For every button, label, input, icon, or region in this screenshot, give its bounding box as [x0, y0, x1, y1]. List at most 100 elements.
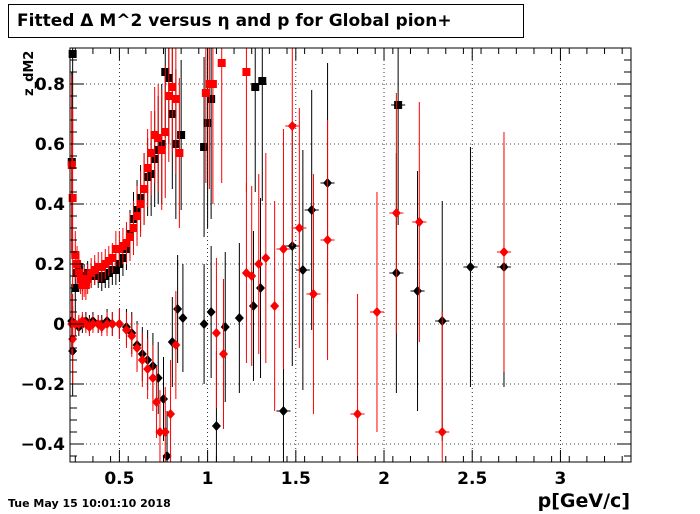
chart-title: Fitted Δ M^2 versus η and p for Global p…	[8, 4, 524, 38]
data-point-square	[122, 239, 131, 247]
x-tick-label: 1.5	[281, 469, 311, 489]
data-point-square	[133, 212, 142, 220]
data-point-square	[71, 251, 80, 259]
data-point-square	[177, 131, 186, 139]
data-point-square	[258, 77, 267, 85]
data-point-diamond	[171, 340, 181, 350]
data-point-square	[81, 281, 90, 289]
x-tick-label: 1	[202, 469, 214, 489]
x-tick-labels: 0.5 1 1.5 2 2.5 3	[104, 469, 566, 489]
data-point-diamond	[437, 427, 447, 437]
data-point-diamond	[137, 355, 147, 365]
data-point-square	[203, 119, 212, 127]
data-point-diamond	[294, 223, 304, 233]
data-point-diamond	[132, 343, 142, 353]
data-point-square	[83, 275, 92, 283]
data-point-diamond	[160, 427, 170, 437]
data-point-square	[129, 224, 138, 232]
data-point-square	[136, 200, 145, 208]
data-point-square	[208, 80, 217, 88]
grid-lines	[70, 48, 631, 462]
data-point-square	[111, 266, 120, 274]
series-diamond-red	[67, 48, 512, 462]
data-point-diamond	[88, 319, 98, 329]
footer-date: Tue May 15 10:01:10 2018	[8, 497, 171, 510]
y-tick-label: 0.6	[35, 135, 65, 155]
data-point-diamond	[107, 319, 117, 329]
data-point-diamond	[127, 331, 137, 341]
y-tick-label: 0.2	[35, 255, 65, 275]
data-point-diamond	[151, 397, 161, 407]
data-point-diamond	[220, 322, 230, 332]
data-point-square	[68, 194, 77, 202]
data-point-diamond	[270, 301, 280, 311]
data-point-square	[251, 83, 260, 91]
data-point-square	[108, 254, 117, 262]
y-tick-label: −0.2	[21, 375, 65, 395]
data-point-diamond	[211, 328, 221, 338]
data-point-square	[157, 146, 166, 154]
data-point-diamond	[278, 406, 288, 416]
data-point-diamond	[307, 205, 317, 215]
data-point-square	[168, 83, 177, 91]
data-point-square	[201, 89, 210, 97]
data-point-diamond	[287, 121, 297, 131]
data-point-diamond	[121, 325, 131, 335]
data-point-square	[207, 95, 216, 103]
data-point-diamond	[278, 244, 288, 254]
y-tick-labels: −0.4 −0.2 0 0.2 0.4 0.6 0.8	[21, 75, 66, 455]
x-tick-label: 0.5	[104, 469, 134, 489]
data-point-square	[175, 149, 184, 157]
series-square-red	[67, 48, 251, 300]
data-point-diamond	[372, 307, 382, 317]
y-tick-label: 0.8	[35, 75, 65, 95]
data-point-diamond	[248, 301, 258, 311]
data-point-diamond	[261, 253, 271, 263]
data-point-square	[161, 128, 170, 136]
data-point-diamond	[114, 319, 124, 329]
data-point-diamond	[166, 409, 176, 419]
y-tick-label: 0	[53, 315, 65, 335]
data-point-square	[125, 233, 134, 241]
series-diamond-black	[67, 63, 512, 462]
data-point-diamond	[199, 319, 209, 329]
data-point-diamond	[254, 259, 264, 269]
series-square-black	[67, 48, 406, 312]
data-point-diamond	[173, 304, 183, 314]
data-point-diamond	[499, 247, 509, 257]
data-point-diamond	[353, 409, 363, 419]
axis-ticks	[70, 48, 631, 462]
data-point-square	[242, 68, 251, 76]
y-axis-label: z_dM2	[22, 50, 37, 96]
data-point-diamond	[178, 313, 188, 323]
data-point-diamond	[234, 313, 244, 323]
x-axis-label: p[GeV/c]	[537, 490, 630, 512]
data-point-diamond	[298, 265, 308, 275]
data-point-square	[147, 149, 156, 157]
data-point-square	[394, 101, 403, 109]
data-point-diamond	[155, 427, 165, 437]
data-point-square	[171, 95, 180, 103]
data-point-diamond	[218, 349, 228, 359]
data-series	[67, 48, 512, 462]
data-point-diamond	[206, 307, 216, 317]
data-point-diamond	[143, 364, 153, 374]
x-tick-label: 3	[555, 469, 567, 489]
x-tick-label: 2.5	[457, 469, 487, 489]
data-point-diamond	[391, 208, 401, 218]
y-tick-label: 0.4	[35, 195, 65, 215]
data-point-square	[67, 161, 76, 169]
data-point-diamond	[256, 283, 266, 293]
data-point-diamond	[247, 271, 257, 281]
data-point-diamond	[465, 262, 475, 272]
data-point-square	[200, 143, 209, 151]
data-point-square	[154, 134, 163, 142]
data-point-square	[143, 164, 152, 172]
data-point-diamond	[413, 286, 423, 296]
data-point-square	[217, 59, 226, 67]
data-point-diamond	[102, 319, 112, 329]
y-tick-label: −0.4	[21, 435, 66, 455]
data-point-diamond	[323, 235, 333, 245]
data-point-square	[140, 185, 149, 193]
